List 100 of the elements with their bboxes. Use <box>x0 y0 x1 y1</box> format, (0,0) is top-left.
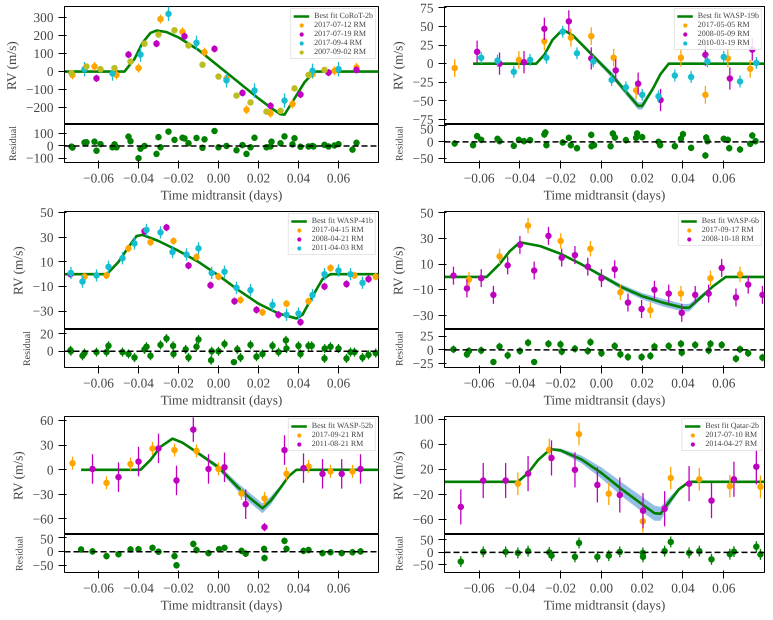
legend-label: 2017-07-19 RM <box>314 29 366 38</box>
x-tick-label: 0.04 <box>671 580 695 596</box>
x-tick-label: −0.06 <box>83 580 114 596</box>
legend-label: 2011-08-21 RM <box>312 439 364 448</box>
legend-label: 2008-05-09 RM <box>698 29 750 38</box>
x-tick-label: −0.04 <box>123 376 154 390</box>
legend-label: 2017-09-17 RM <box>702 225 754 234</box>
x-tick-label: 0.00 <box>206 376 230 390</box>
x-tick-label: 0.02 <box>630 170 654 186</box>
y-tick-label: −50 <box>412 151 434 166</box>
y-tick-label: 300 <box>34 10 54 26</box>
x-tick-label: −0.04 <box>123 580 154 596</box>
legend-label: Best fit WASP-19b <box>698 11 759 20</box>
y-tick-label: −30 <box>412 308 434 323</box>
y-tick-label: −25 <box>412 356 434 372</box>
legend-label: 2011-04-03 RM <box>312 243 364 252</box>
y-tick-label: 0 <box>46 544 54 560</box>
y-tick-label: 50 <box>420 205 434 220</box>
x-tick-label: −0.04 <box>504 170 536 186</box>
y-tick-label: 10 <box>40 254 54 270</box>
y-tick-label: 50 <box>420 19 434 34</box>
y-tick-label: 30 <box>40 438 54 453</box>
x-tick-label: −0.06 <box>464 376 495 390</box>
y-tick-label: −30 <box>32 486 54 502</box>
x-tick-label: −0.02 <box>545 376 576 390</box>
x-tick-label: −0.02 <box>545 170 576 186</box>
legend-label: 2017-07-12 RM <box>314 20 366 29</box>
y-tick-label: 0 <box>46 462 54 478</box>
y-tick-label: −25 <box>412 74 434 90</box>
x-axis-title: Time midtransit (days) <box>544 188 666 202</box>
legend-label: Best fit Qatar-2b <box>705 421 759 430</box>
y-tick-label: −20 <box>412 486 434 502</box>
x-tick-label: 0.00 <box>206 170 230 186</box>
x-tick-label: −0.04 <box>504 376 536 390</box>
y-tick-label: −10 <box>412 282 434 298</box>
y-tick-label: 0 <box>426 544 434 560</box>
y-tick-label: 0 <box>426 134 434 150</box>
x-tick-label: 0.06 <box>326 580 350 596</box>
x-tick-label: 0.02 <box>246 580 270 596</box>
y-tick-label: 50 <box>40 205 54 220</box>
x-tick-label: −0.06 <box>83 376 114 390</box>
y-axis-title: RV (m/s) <box>4 41 19 90</box>
y-axis-title: RV (m/s) <box>10 246 26 295</box>
x-tick-label: −0.06 <box>83 170 114 186</box>
x-tick-label: −0.06 <box>464 170 495 186</box>
y-axis-title: Residual <box>394 126 406 161</box>
x-tick-label: 0.02 <box>630 376 654 390</box>
legend-label: 2017-09-4 RM <box>314 38 362 47</box>
y-tick-label: 20 <box>420 462 434 477</box>
y-axis-title: RV (m/s) <box>390 451 406 500</box>
y-tick-label: 10 <box>420 256 434 272</box>
y-axis-title: RV (m/s) <box>390 246 406 295</box>
legend-label: Best fit WASP-52b <box>312 421 373 430</box>
y-axis-title: RV (m/s) <box>390 41 406 90</box>
y-tick-label: 0 <box>426 56 434 72</box>
x-tick-label: −0.06 <box>464 580 495 596</box>
y-tick-label: 60 <box>40 413 54 428</box>
legend-label: Best fit CoRoT-2b <box>314 11 373 20</box>
x-tick-label: −0.04 <box>504 580 536 596</box>
y-tick-label: 100 <box>34 46 54 62</box>
x-tick-label: 0.00 <box>590 580 614 596</box>
y-tick-label: −30 <box>32 304 54 319</box>
x-tick-label: 0.06 <box>326 376 350 390</box>
y-axis-title: Residual <box>394 330 406 366</box>
y-tick-label: 30 <box>40 230 54 245</box>
x-tick-label: 0.00 <box>590 170 614 186</box>
legend-label: 2008-10-18 RM <box>702 234 754 243</box>
x-tick-label: 0.06 <box>712 170 736 186</box>
legend-label: 2017-04-15 RM <box>312 225 364 234</box>
legend-label: Best fit WASP-41b <box>312 216 373 225</box>
legend-label: 2007-09-02 RM <box>314 47 366 56</box>
legend-label: Best fit WASP-6b <box>702 216 759 225</box>
x-tick-label: 0.04 <box>286 580 310 596</box>
y-tick-label: 50 <box>40 532 54 546</box>
x-tick-label: −0.02 <box>163 580 194 596</box>
y-tick-label: −50 <box>412 93 434 108</box>
x-tick-label: −0.02 <box>163 376 194 390</box>
y-tick-label: −10 <box>32 278 54 294</box>
x-tick-label: 0.02 <box>246 376 270 390</box>
legend-label: 2017-05-05 RM <box>698 20 750 29</box>
x-tick-label: 0.04 <box>671 376 695 390</box>
y-tick-label: −60 <box>32 511 54 526</box>
y-tick-label: 25 <box>420 328 434 344</box>
y-axis-title: RV (m/s) <box>10 451 26 500</box>
x-tick-label: 0.04 <box>286 170 310 186</box>
x-tick-label: −0.04 <box>123 170 154 186</box>
legend-label: 2014-04-27 RM <box>705 439 758 448</box>
x-tick-label: 0.04 <box>286 376 310 390</box>
y-tick-label: 25 <box>420 38 434 53</box>
y-tick-label: 20 <box>40 326 54 342</box>
y-axis-title: Residual <box>22 330 34 366</box>
y-tick-label: −100 <box>26 82 54 97</box>
y-tick-label: 0 <box>426 342 434 358</box>
x-tick-label: 0.06 <box>326 170 350 186</box>
x-tick-label: 0.00 <box>206 580 230 596</box>
y-tick-label: 100 <box>414 412 434 427</box>
x-axis-title: Time midtransit (days) <box>160 598 282 612</box>
y-tick-label: 0 <box>46 64 54 80</box>
x-tick-label: −0.02 <box>163 170 194 186</box>
legend-label: 2017-09-21 RM <box>312 430 364 439</box>
